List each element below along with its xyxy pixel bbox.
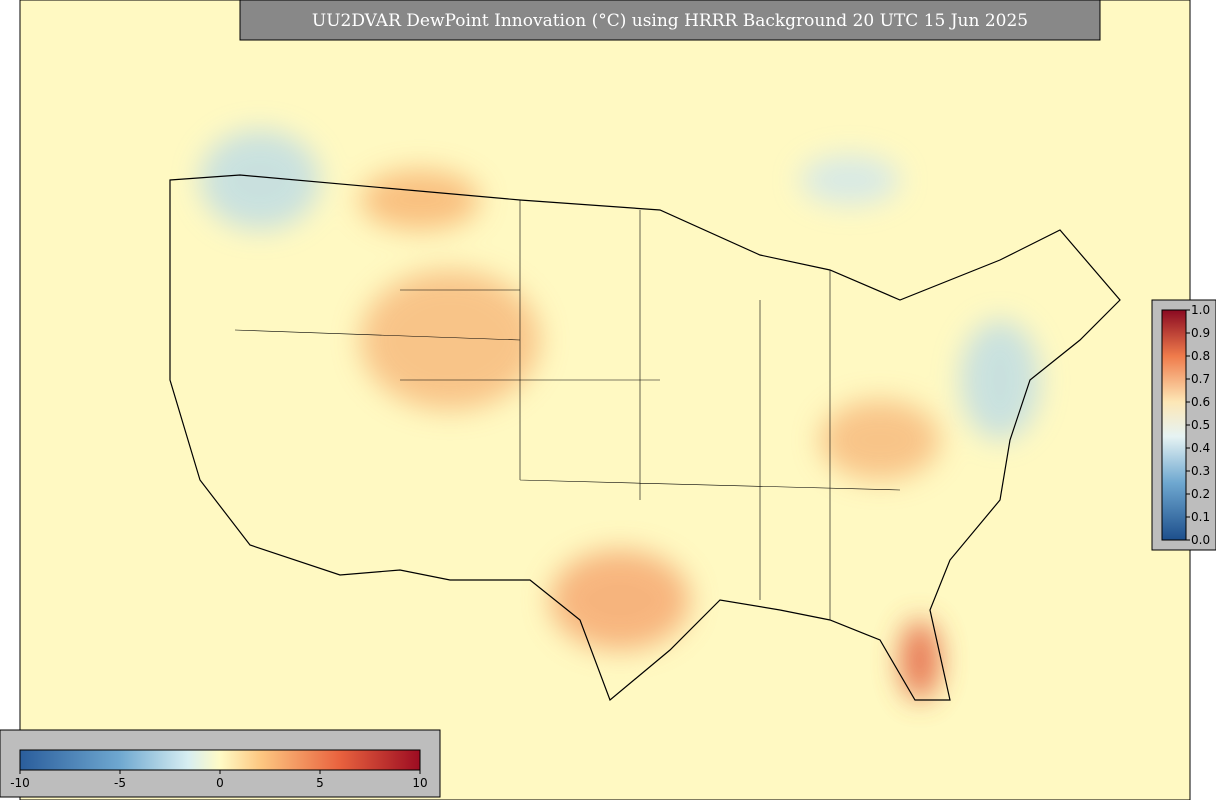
tick-label: 1.0	[1191, 303, 1210, 317]
colorbar	[1161, 309, 1187, 541]
tick-label: 0.8	[1191, 349, 1210, 363]
tick-label: 0.2	[1191, 487, 1210, 501]
tick-label: -10	[10, 776, 30, 790]
tick-label: 0.4	[1191, 441, 1210, 455]
tick-label: 0.3	[1191, 464, 1210, 478]
tick-label: 5	[316, 776, 324, 790]
map	[19, 0, 1191, 800]
tick-label: 0.9	[1191, 326, 1210, 340]
tick-label: 0.6	[1191, 395, 1210, 409]
tick-label: 0.7	[1191, 372, 1210, 386]
tick-label: 0.1	[1191, 510, 1210, 524]
title: UU2DVAR DewPoint Innovation (°C) using H…	[312, 11, 1028, 31]
tick-label: 10	[412, 776, 427, 790]
tick-label: 0.5	[1191, 418, 1210, 432]
tick-label: 0.0	[1191, 533, 1210, 547]
colorbar	[19, 749, 421, 771]
tick-label: 0	[216, 776, 224, 790]
title-box	[239, 0, 1101, 41]
tick-label: -5	[114, 776, 126, 790]
